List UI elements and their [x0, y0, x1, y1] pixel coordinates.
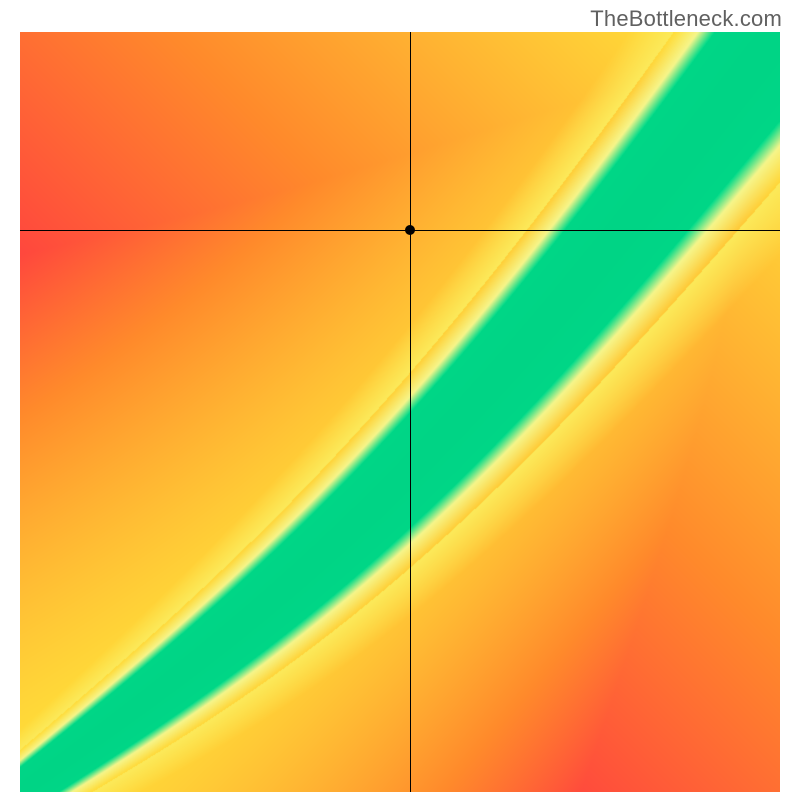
root-container: TheBottleneck.com	[0, 0, 800, 800]
heatmap-plot-area	[20, 32, 780, 792]
crosshair-vertical-line	[410, 32, 411, 792]
crosshair-horizontal-line	[20, 230, 780, 231]
watermark-text: TheBottleneck.com	[590, 6, 782, 32]
heatmap-canvas	[20, 32, 780, 792]
marker-dot	[405, 225, 415, 235]
